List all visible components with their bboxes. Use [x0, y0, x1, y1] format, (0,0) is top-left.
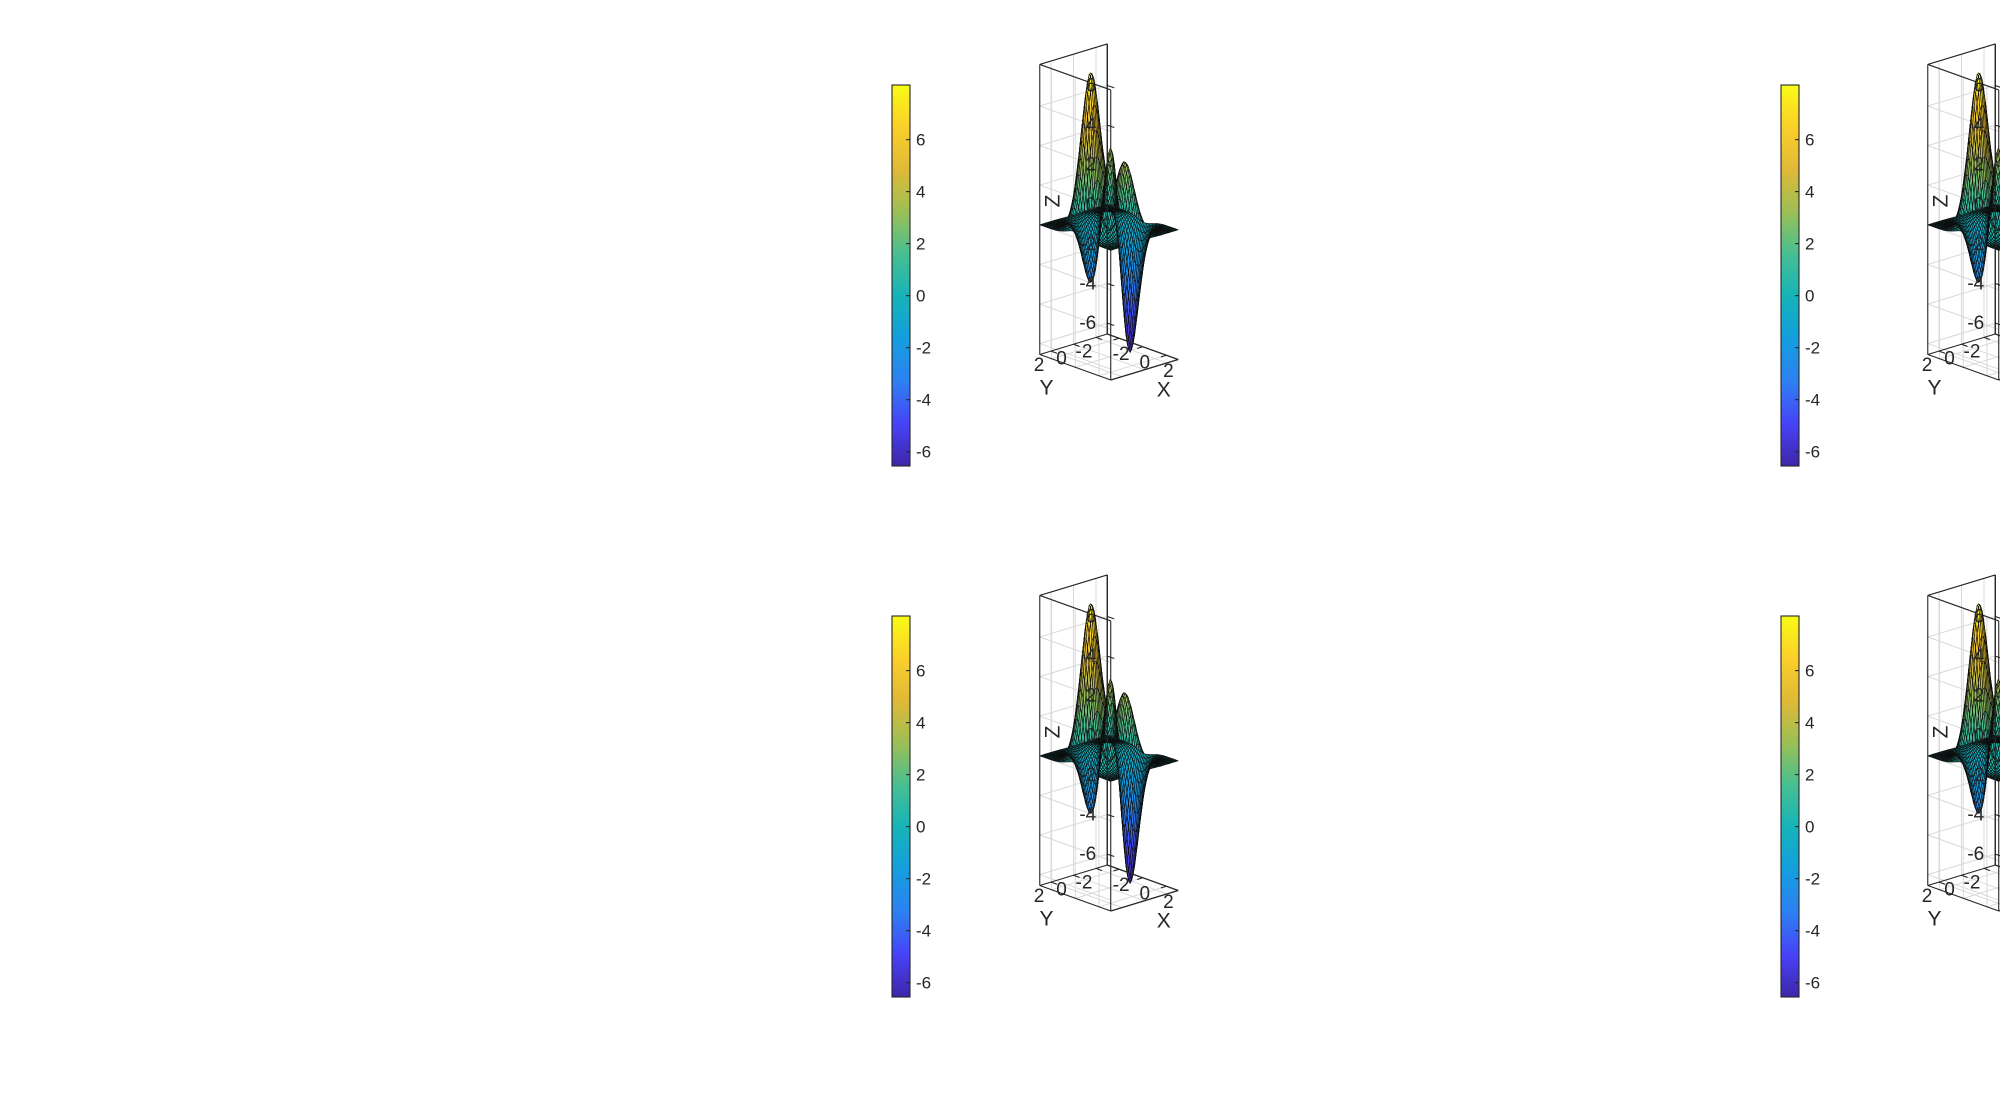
- z-tick-label: -6: [1079, 313, 1096, 334]
- x-axis-label: X: [1157, 379, 1171, 402]
- z-axis-label: Z: [1041, 194, 1064, 207]
- x-tick: [1137, 346, 1143, 349]
- surface-mesh: [1039, 72, 1179, 353]
- colorbar-tick-label: 0: [1805, 287, 1814, 306]
- z-tick-label: -4: [1079, 274, 1096, 295]
- colorbar-tick-label: 4: [916, 183, 925, 202]
- z-tick-label: 0: [1086, 194, 1097, 215]
- colorbar: -6 -4 -2 0 2 4 6: [1780, 84, 1820, 467]
- x-tick: [1160, 354, 1167, 358]
- z-tick-label: 4: [1086, 115, 1097, 136]
- box-edge: [1039, 43, 1108, 65]
- z-axis-label: Z: [1929, 194, 1952, 207]
- y-axis-label: Y: [1928, 376, 1942, 399]
- surface-patch: [1175, 229, 1179, 231]
- colorbar-tick-label: -4: [916, 391, 931, 410]
- colorbar: -6 -4 -2 0 2 4 6: [891, 84, 931, 467]
- y-tick-label: 2: [1034, 355, 1045, 376]
- y-tick-label: -2: [1964, 341, 1981, 362]
- y-tick-label: 0: [1056, 348, 1067, 369]
- z-tick-label: 0: [1974, 194, 1985, 215]
- z-tick: [1995, 84, 2000, 88]
- colorbar-tick-label: 4: [1805, 183, 1814, 202]
- z-tick-label: -4: [1967, 274, 1984, 295]
- colorbar-tick-label: -2: [1805, 339, 1820, 358]
- surface-mesh: [1039, 603, 1179, 884]
- z-tick-label: 6: [1086, 76, 1097, 97]
- y-axis-label: Y: [1040, 376, 1054, 399]
- z-tick: [1107, 84, 1115, 89]
- z-tick-label: 2: [1086, 155, 1097, 176]
- colorbar-tick-label: 6: [1805, 131, 1814, 150]
- colorbar-tick-label: -6: [916, 443, 931, 462]
- box-edge: [1039, 353, 1111, 381]
- y-tick-label: -2: [1076, 341, 1093, 362]
- colorbar-tick-label: -6: [1805, 443, 1820, 462]
- x-tick-label: 0: [1139, 353, 1150, 374]
- x-tick: [1113, 337, 1120, 341]
- x-tick-label: -2: [1113, 344, 1130, 365]
- z-tick-label: -2: [1079, 234, 1096, 255]
- colorbar-tick-label: 6: [916, 131, 925, 150]
- colorbar-fill: [892, 85, 910, 466]
- y-tick-label: 2: [1922, 355, 1933, 376]
- colorbar-fill: [1781, 85, 1799, 466]
- z-tick-label: -2: [1967, 234, 1984, 255]
- colorbar-tick-label: 2: [916, 235, 925, 254]
- box-edge: [1039, 63, 1111, 91]
- colorbar-tick-label: 0: [916, 287, 925, 306]
- y-tick-label: 0: [1944, 348, 1955, 369]
- z-tick-label: 4: [1974, 115, 1985, 136]
- colorbar-tick-label: -4: [1805, 391, 1820, 410]
- colorbar-tick-label: -2: [916, 339, 931, 358]
- z-tick-label: 6: [1974, 76, 1985, 97]
- z-tick-label: 2: [1974, 155, 1985, 176]
- colorbar-tick-label: 2: [1805, 235, 1814, 254]
- z-tick-label: -6: [1967, 313, 1984, 334]
